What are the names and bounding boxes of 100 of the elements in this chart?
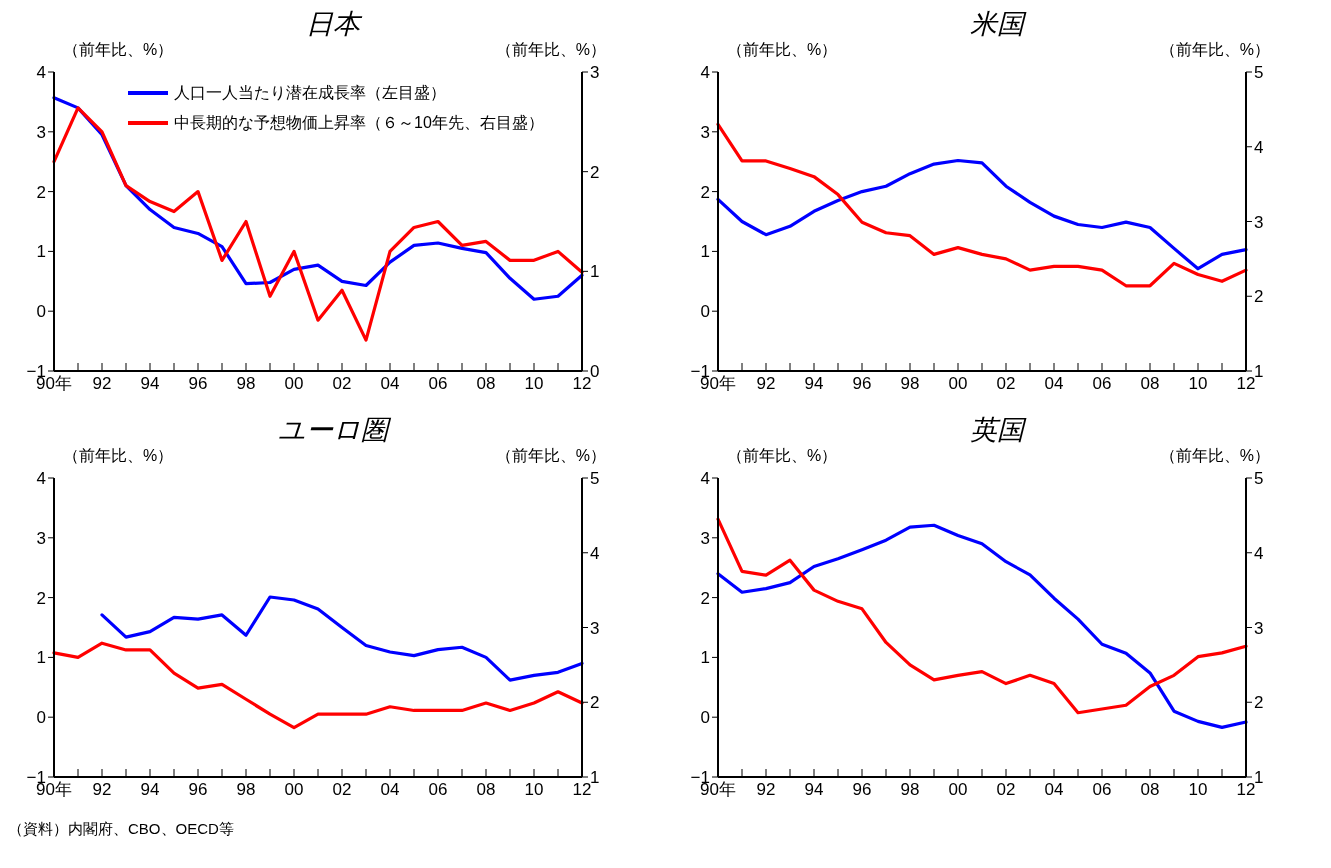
x-tick-label: 08 <box>476 374 496 394</box>
y2-tick-label: 5 <box>1254 63 1264 83</box>
y2-tick-label: 1 <box>590 262 600 282</box>
chart-title: 日本 <box>305 8 363 40</box>
x-tick-label: 04 <box>1044 780 1064 800</box>
y-tick-label: 3 <box>700 122 710 142</box>
x-tick-label: 04 <box>1044 374 1064 394</box>
y-tick-label: 1 <box>36 648 46 668</box>
x-tick-label: 96 <box>188 780 208 800</box>
x-tick-label: 12 <box>1236 374 1256 394</box>
x-tick-label: 00 <box>948 780 968 800</box>
x-tick-label: 06 <box>428 374 448 394</box>
y-tick-label: 4 <box>36 63 46 83</box>
text: （資料）内閣府、CBO、OECD等 <box>8 820 235 839</box>
x-tick-label: 00 <box>284 374 304 394</box>
y2-axis-title: （前年比、%） <box>1159 40 1270 60</box>
y2-axis-title: （前年比、%） <box>495 40 606 60</box>
x-tick-label: 08 <box>476 780 496 800</box>
x-tick-label: 10 <box>524 374 544 394</box>
x-tick-label: 92 <box>92 780 112 800</box>
x-tick-label: 12 <box>572 374 592 394</box>
x-tick-label: 94 <box>804 374 824 394</box>
legend-label: 中長期的な予想物価上昇率（６～10年先、右目盛） <box>174 113 544 133</box>
y-tick-label: 1 <box>700 242 710 262</box>
chart-title: 英国 <box>969 414 1028 446</box>
x-tick-label: 12 <box>1236 780 1256 800</box>
y2-tick-label: 0 <box>590 362 600 382</box>
line-series <box>100 595 584 682</box>
x-tick-label: 98 <box>236 780 256 800</box>
x-tick-label: 98 <box>900 374 920 394</box>
x-tick-label: 94 <box>804 780 824 800</box>
line-series <box>52 106 584 342</box>
y-tick-label: 3 <box>36 122 46 142</box>
y2-tick-label: 4 <box>590 543 600 563</box>
y-tick-label: 2 <box>700 182 710 202</box>
y-axis-title: （前年比、%） <box>727 40 838 60</box>
x-tick-label: 06 <box>428 780 448 800</box>
x-tick-label: 10 <box>1188 374 1208 394</box>
x-tick-label: 02 <box>996 374 1016 394</box>
y2-tick-label: 3 <box>1254 618 1264 638</box>
y2-axis-title: （前年比、%） <box>1159 446 1270 466</box>
y2-tick-label: 3 <box>1254 212 1264 232</box>
x-tick-label: 96 <box>852 374 872 394</box>
y2-tick-label: 2 <box>590 162 600 182</box>
x-tick-label: 96 <box>852 780 872 800</box>
y-tick-label: 4 <box>700 63 710 83</box>
chart-title: ユーロ圏 <box>277 414 392 446</box>
y-tick-label: 3 <box>700 528 710 548</box>
line-series <box>716 122 1248 288</box>
y-tick-label: 1 <box>700 648 710 668</box>
x-tick-label: 00 <box>948 374 968 394</box>
x-tick-label: 12 <box>572 780 592 800</box>
y-tick-label: 1 <box>36 242 46 262</box>
x-tick-label: 98 <box>900 780 920 800</box>
x-tick-label: 02 <box>996 780 1016 800</box>
y-tick-label: 0 <box>700 302 710 322</box>
y2-tick-label: 1 <box>1254 362 1264 382</box>
x-tick-label: 02 <box>332 780 352 800</box>
y2-tick-label: 2 <box>1254 287 1264 307</box>
y-axis-title: （前年比、%） <box>727 446 838 466</box>
x-tick-label: 08 <box>1140 374 1160 394</box>
y2-tick-label: 1 <box>1254 768 1264 788</box>
x-tick-label: 08 <box>1140 780 1160 800</box>
y2-tick-label: 3 <box>590 63 600 83</box>
x-tick-label: 04 <box>380 780 400 800</box>
x-tick-label: 94 <box>140 374 160 394</box>
y-tick-label: 0 <box>36 302 46 322</box>
y-tick-label: 0 <box>700 708 710 728</box>
y2-tick-label: 4 <box>1254 543 1264 563</box>
y-tick-label: 2 <box>700 588 710 608</box>
y-tick-label: 2 <box>36 588 46 608</box>
x-tick-label: 06 <box>1092 374 1112 394</box>
y-axis-title: （前年比、%） <box>63 40 174 60</box>
x-tick-label: 96 <box>188 374 208 394</box>
y2-tick-label: 1 <box>590 768 600 788</box>
y-tick-label: 0 <box>36 708 46 728</box>
chart-title: 米国 <box>969 8 1028 40</box>
x-tick-label: 10 <box>1188 780 1208 800</box>
y2-tick-label: 2 <box>1254 693 1264 713</box>
x-tick-label: 06 <box>1092 780 1112 800</box>
y2-tick-label: 5 <box>1254 469 1264 489</box>
legend-label: 人口一人当たり潜在成長率（左目盛） <box>174 83 446 103</box>
x-tick-label: 02 <box>332 374 352 394</box>
y2-tick-label: 5 <box>590 469 600 489</box>
line-series <box>52 641 584 730</box>
y-tick-label: 2 <box>36 182 46 202</box>
y2-tick-label: 4 <box>1254 137 1264 157</box>
x-tick-label: 10 <box>524 780 544 800</box>
y-tick-label: 4 <box>700 469 710 489</box>
x-tick-label: 04 <box>380 374 400 394</box>
x-tick-label: 98 <box>236 374 256 394</box>
x-tick-label: 00 <box>284 780 304 800</box>
y-tick-label: 3 <box>36 528 46 548</box>
y-tick-label: 4 <box>36 469 46 489</box>
y2-tick-label: 3 <box>590 618 600 638</box>
y2-tick-label: 2 <box>590 693 600 713</box>
x-tick-label: 92 <box>756 780 776 800</box>
x-tick-label: 92 <box>756 374 776 394</box>
x-tick-label: 94 <box>140 780 160 800</box>
y2-axis-title: （前年比、%） <box>495 446 606 466</box>
